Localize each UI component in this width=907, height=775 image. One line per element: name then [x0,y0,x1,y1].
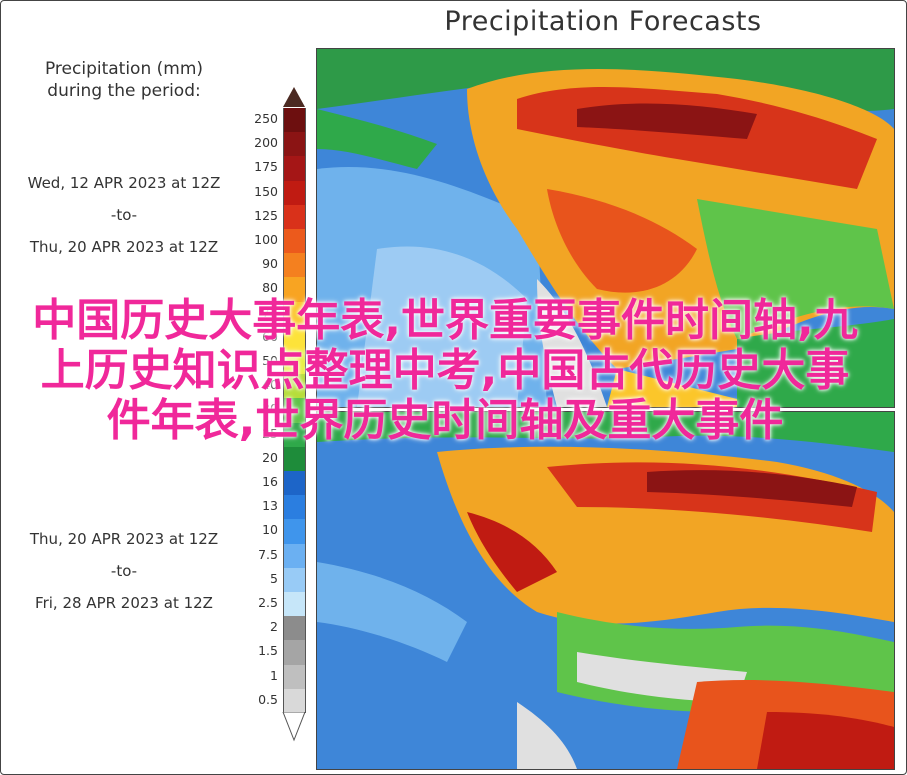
legend-tick-label: 20 [262,449,278,465]
period-1-end: Thu, 20 APR 2023 at 12Z [29,238,219,256]
legend-title-line2: during the period: [47,81,201,101]
legend-color-20 [283,592,306,617]
legend-tick-label: 80 [262,280,278,296]
legend-tick-label: 60 [262,328,278,344]
forecast-map-2 [316,411,895,770]
period-2-start: Thu, 20 APR 2023 at 12Z [29,530,219,548]
period-2-end: Fri, 28 APR 2023 at 12Z [35,594,213,612]
legend-tick-label: 200 [254,135,278,151]
period-2-separator: -to- [110,562,138,580]
overlay-caption: 中国历史大事年表,世界重要事件时间轴,九上历史知识点整理中考,中国古代历史大事件… [32,295,858,446]
legend-title: Precipitation (mm) during the period: [10,58,238,102]
legend-tick-label: 50 [262,353,278,368]
legend-tick-label: 10 [262,522,278,538]
page-title: Precipitation Forecasts [444,6,762,37]
legend-color-2 [283,156,306,182]
period-1-label: Wed, 12 APR 2023 at 12Z -to- Thu, 20 APR… [0,167,248,263]
legend-color-21 [283,616,306,641]
legend-color-5 [283,229,306,254]
legend-tick-label: 100 [254,232,278,247]
legend-color-1 [283,132,306,157]
legend-color-12 [283,398,306,424]
legend-color-23 [283,664,306,690]
legend-tick-label: 13 [262,498,278,514]
legend-tick-label: 250 [254,111,278,126]
legend-color-11 [283,374,306,399]
legend-color-13 [283,422,306,448]
legend-tick-label: 150 [254,183,278,199]
period-1-separator: -to- [110,206,138,224]
legend-tick-label: 2 [270,619,278,635]
legend-tick-label: 40 [262,377,278,393]
period-2-label: Thu, 20 APR 2023 at 12Z -to- Fri, 28 APR… [0,523,248,619]
legend-tick-label: 2.5 [258,595,278,610]
legend-color-9 [283,325,306,351]
forecast-map-1 [316,48,895,408]
legend-tick-label: 1 [270,667,278,683]
legend-tick-label: 125 [254,207,278,223]
legend-tick-label: 175 [254,159,278,175]
legend-color-15 [283,471,306,496]
legend-color-4 [283,204,306,230]
legend-color-6 [283,253,306,278]
legend-color-8 [283,301,306,327]
scale-bottom-arrow [282,712,306,742]
legend-color-14 [283,446,306,472]
legend-color-18 [283,543,306,569]
legend-color-19 [283,567,306,593]
legend-tick-label: 1.5 [258,643,278,659]
legend-tick-label: 16 [262,474,278,489]
legend-color-7 [283,277,306,303]
legend-tick-label: 7.5 [258,546,278,562]
legend-tick-label: 25 [262,425,278,441]
legend-tick-label: 30 [262,401,278,417]
legend-color-10 [283,350,306,375]
scale-top-arrow [283,87,305,107]
legend-color-16 [283,495,306,520]
legend-tick-label: 5 [270,570,278,586]
legend-color-22 [283,640,306,666]
legend-tick-label: 70 [262,304,278,320]
legend-tick-label: 90 [262,256,278,272]
period-1-start: Wed, 12 APR 2023 at 12Z [27,174,221,192]
legend-title-line1: Precipitation (mm) [44,59,204,79]
legend-color-24 [283,688,306,714]
legend-color-0 [283,108,306,133]
legend-tick-label: 0.5 [258,691,278,707]
legend-color-3 [283,180,306,206]
legend-color-17 [283,519,306,545]
